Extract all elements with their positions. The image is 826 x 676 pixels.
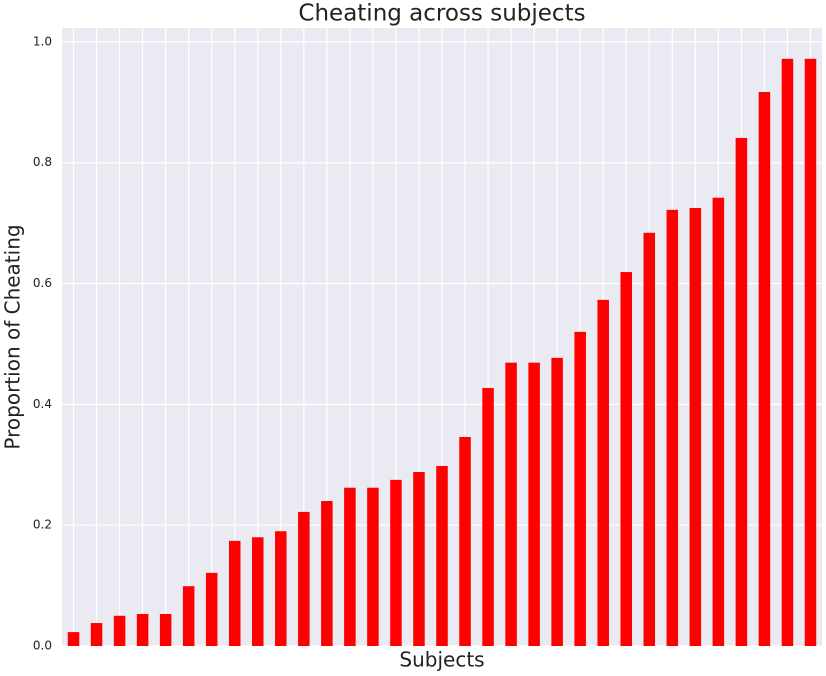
bar (528, 362, 540, 646)
bar (505, 362, 517, 646)
bar (459, 436, 471, 646)
bar (67, 632, 80, 646)
bar (90, 623, 103, 646)
bar (205, 572, 218, 646)
chart-title: Cheating across subjects (298, 1, 585, 27)
bar (689, 208, 702, 646)
bar (804, 58, 817, 646)
bar (136, 613, 149, 646)
bar (390, 479, 402, 646)
bar (275, 531, 287, 646)
bar (252, 537, 264, 646)
bar (551, 357, 563, 646)
bar (159, 613, 172, 646)
bar (228, 540, 241, 646)
bar (298, 511, 310, 646)
bar (367, 487, 379, 646)
bar (113, 615, 126, 646)
bar (344, 487, 356, 646)
y-tick-label: 0.6 (33, 276, 52, 290)
bar (758, 92, 771, 646)
bar (597, 299, 609, 646)
y-tick-label: 0.8 (33, 155, 52, 169)
bar (643, 232, 656, 646)
y-tick-label: 0.0 (33, 639, 52, 653)
bar (321, 501, 333, 646)
bar (620, 272, 632, 646)
y-tick-label: 1.0 (33, 34, 52, 48)
bar (735, 137, 748, 647)
bar (182, 586, 195, 646)
bar (712, 197, 725, 646)
bar (666, 209, 679, 647)
bar (413, 472, 425, 646)
bar (482, 388, 494, 646)
y-tick-label: 0.4 (33, 397, 52, 411)
y-tick-label: 0.2 (33, 518, 52, 532)
bar (781, 58, 794, 646)
bar (436, 465, 448, 646)
x-axis-label: Subjects (399, 648, 484, 672)
bar (574, 331, 586, 646)
y-axis-label: Proportion of Cheating (1, 224, 25, 449)
